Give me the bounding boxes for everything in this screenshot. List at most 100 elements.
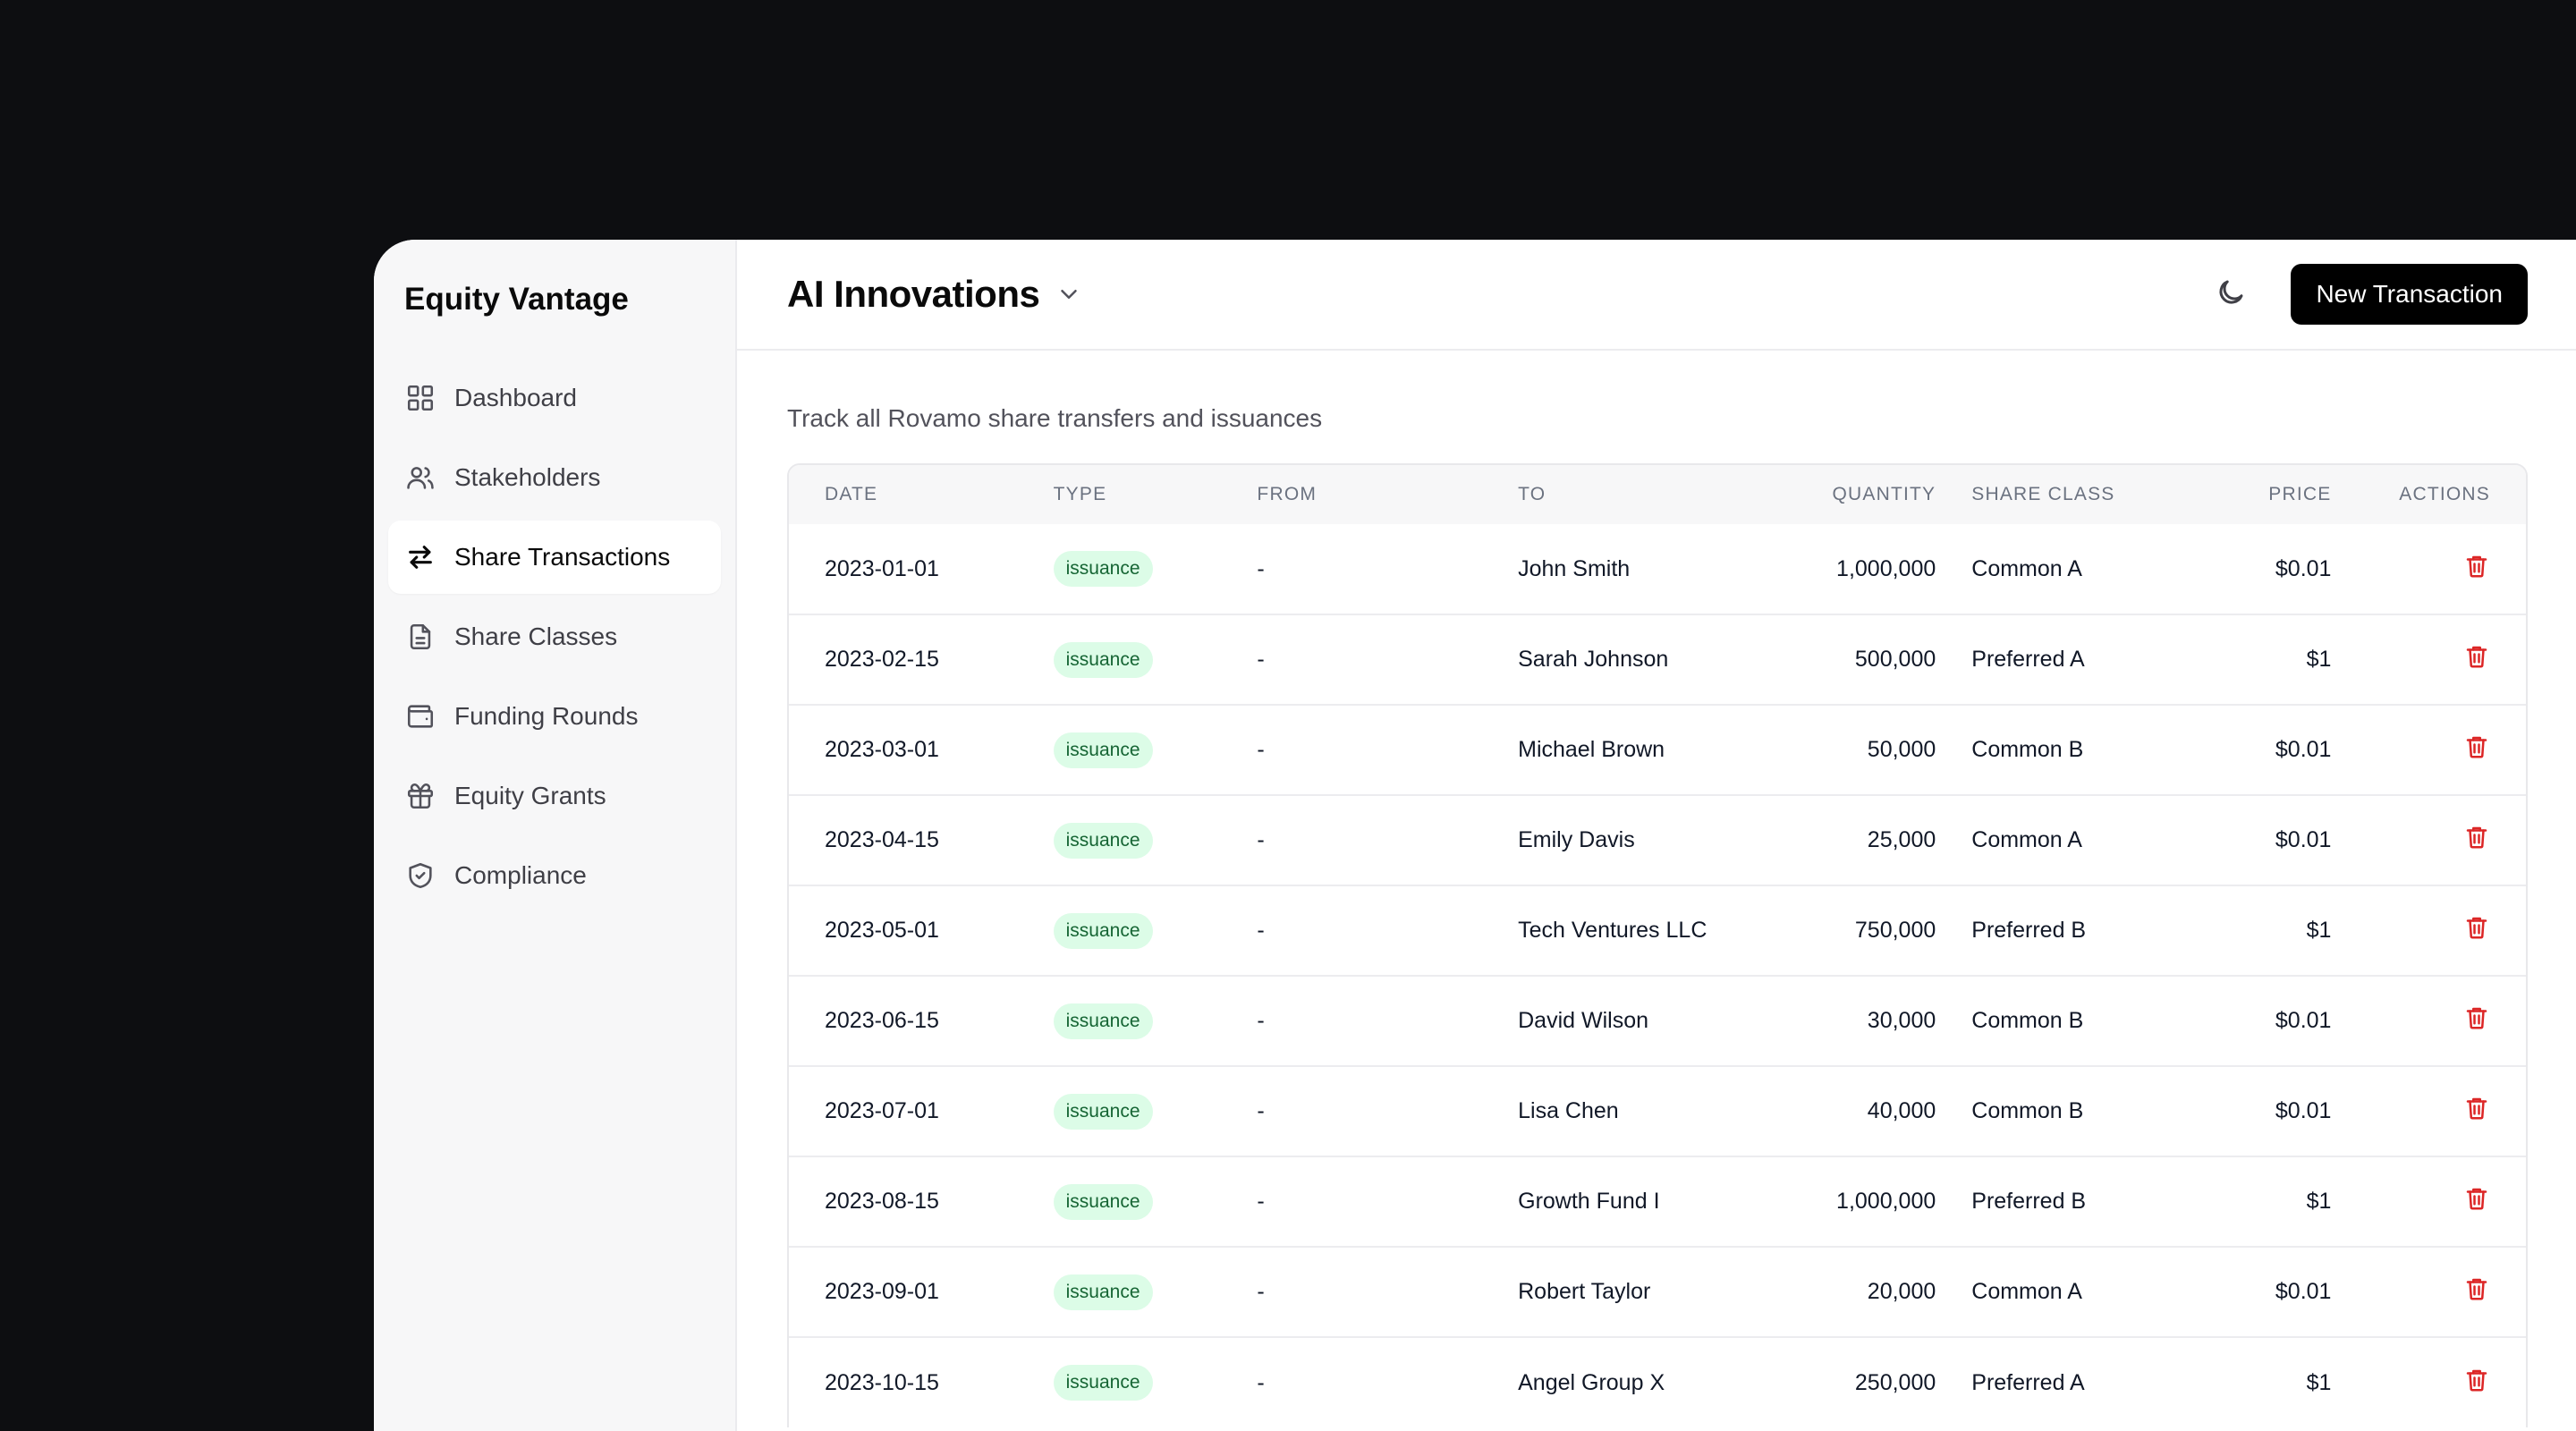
wallet-icon: [404, 700, 436, 732]
column-header-date[interactable]: DATE: [825, 484, 878, 504]
cell-quantity: 250,000: [1758, 1336, 1936, 1427]
cell-share-class: Common B: [1936, 704, 2157, 795]
sidebar-item-dashboard[interactable]: Dashboard: [388, 361, 721, 435]
file-icon: [404, 621, 436, 653]
theme-toggle-button[interactable]: [2207, 270, 2255, 318]
cell-actions: [2331, 1065, 2526, 1156]
type-badge: issuance: [1053, 1003, 1153, 1039]
cell-date: 2023-09-01: [789, 1246, 1018, 1337]
cell-date: 2023-04-15: [789, 794, 1018, 885]
table-row[interactable]: 2023-03-01 issuance - Michael Brown 50,000 Co…: [789, 704, 2526, 795]
trash-icon[interactable]: [2463, 1275, 2490, 1308]
column-header-to[interactable]: TO: [1518, 484, 1546, 504]
type-badge: issuance: [1053, 1365, 1153, 1401]
trash-icon[interactable]: [2463, 914, 2490, 947]
sidebar-item-label: Compliance: [454, 861, 587, 889]
company-selector[interactable]: AI Innovations: [787, 273, 1082, 316]
arrows-swap-icon: [404, 541, 436, 573]
cell-date: 2023-08-15: [789, 1156, 1018, 1247]
company-name: AI Innovations: [787, 273, 1040, 315]
sidebar-item-share-classes[interactable]: Share Classes: [388, 600, 721, 673]
cell-from: -: [1221, 1156, 1483, 1247]
chevron-down-icon: [1055, 281, 1082, 308]
cell-to: Growth Fund I: [1482, 1156, 1759, 1247]
sidebar-item-equity-grants[interactable]: Equity Grants: [388, 759, 721, 833]
trash-icon[interactable]: [2463, 643, 2490, 676]
sidebar-item-label: Stakeholders: [454, 463, 601, 491]
cell-share-class: Common B: [1936, 975, 2157, 1066]
sidebar: Equity Vantage Dashboard Stakeholders Sh…: [374, 240, 737, 1431]
cell-quantity: 1,000,000: [1758, 1156, 1936, 1247]
table-row[interactable]: 2023-05-01 issuance - Tech Ventures LLC 750,…: [789, 885, 2526, 976]
sidebar-item-share-transactions[interactable]: Share Transactions: [388, 521, 721, 594]
cell-actions: [2331, 704, 2526, 795]
trash-icon[interactable]: [2463, 824, 2490, 857]
trash-icon[interactable]: [2463, 1367, 2490, 1400]
sidebar-item-stakeholders[interactable]: Stakeholders: [388, 441, 721, 514]
trash-icon[interactable]: [2463, 1004, 2490, 1037]
type-badge: issuance: [1053, 912, 1153, 949]
sidebar-item-label: Dashboard: [454, 384, 577, 411]
cell-actions: [2331, 524, 2526, 614]
column-header-share-class[interactable]: SHARE CLASS: [1971, 484, 2115, 504]
cell-actions: [2331, 794, 2526, 885]
cell-from: -: [1221, 1065, 1483, 1156]
cell-price: $0.01: [2156, 1065, 2332, 1156]
cell-from: -: [1221, 1246, 1483, 1337]
cell-type: issuance: [1018, 524, 1222, 614]
cell-price: $1: [2156, 614, 2332, 705]
table-row[interactable]: 2023-09-01 issuance - Robert Taylor 20,000 Co…: [789, 1246, 2526, 1337]
cell-quantity: 20,000: [1758, 1246, 1936, 1337]
table-row[interactable]: 2023-06-15 issuance - David Wilson 30,000 Com…: [789, 975, 2526, 1066]
table-row[interactable]: 2023-04-15 issuance - Emily Davis 25,000 Comm…: [789, 794, 2526, 885]
table-row[interactable]: 2023-10-15 issuance - Angel Group X 250,000 P…: [789, 1336, 2526, 1427]
cell-share-class: Common A: [1971, 555, 2082, 581]
cell-type: issuance: [1017, 704, 1222, 795]
trash-icon[interactable]: [2463, 553, 2490, 586]
moon-icon: [2215, 276, 2247, 313]
trash-icon[interactable]: [2463, 733, 2490, 766]
trash-icon[interactable]: [2463, 1185, 2490, 1218]
cell-quantity: 500,000: [1758, 614, 1936, 705]
cell-quantity: 50,000: [1758, 704, 1936, 795]
table-body: 2023-01-01 issuance - John Smith 1,000,000 Co…: [789, 524, 2526, 1427]
grid-icon: [404, 382, 436, 414]
cell-to: Angel Group X: [1482, 1336, 1759, 1427]
table-row[interactable]: 2023-07-01 issuance - Lisa Chen 40,000 Common…: [789, 1065, 2526, 1156]
cell-share-class: Common A: [1936, 794, 2157, 885]
column-header-type[interactable]: TYPE: [1053, 484, 1107, 504]
cell-from: -: [1221, 614, 1483, 705]
column-header-quantity[interactable]: QUANTITY: [1832, 484, 1936, 504]
sidebar-item-label: Share Classes: [454, 622, 618, 650]
table-row[interactable]: 2023-08-15 issuance - Growth Fund I 1,000,00…: [789, 1156, 2526, 1247]
sidebar-item-funding-rounds[interactable]: Funding Rounds: [388, 680, 721, 753]
main-area: AI Innovations New Transaction Track all…: [737, 240, 2576, 1431]
cell-to: John Smith: [1518, 555, 1631, 581]
trash-icon[interactable]: [2463, 1095, 2490, 1128]
column-header-actions: ACTIONS: [2399, 484, 2490, 504]
type-badge: issuance: [1053, 641, 1153, 678]
column-header-price[interactable]: PRICE: [2268, 484, 2332, 504]
cell-share-class: Common B: [1936, 1065, 2157, 1156]
type-badge: issuance: [1053, 1274, 1153, 1310]
new-transaction-button[interactable]: New Transaction: [2291, 264, 2528, 325]
cell-actions: [2331, 614, 2526, 705]
column-header-from[interactable]: FROM: [1257, 484, 1318, 504]
cell-to: David Wilson: [1482, 975, 1759, 1066]
type-badge: issuance: [1053, 551, 1153, 587]
cell-type: issuance: [1017, 1246, 1222, 1337]
cell-to: Robert Taylor: [1482, 1246, 1759, 1337]
cell-to: Emily Davis: [1482, 794, 1759, 885]
table-row[interactable]: 2023-02-15 issuance - Sarah Johnson 500,000 P…: [789, 614, 2526, 705]
cell-date: 2023-10-15: [789, 1336, 1018, 1427]
cell-share-class: Preferred B: [1936, 1156, 2157, 1247]
type-badge: issuance: [1053, 1183, 1153, 1220]
cell-from: -: [1221, 885, 1483, 976]
type-badge: issuance: [1053, 1093, 1153, 1130]
cell-from: -: [1221, 794, 1483, 885]
cell-type: issuance: [1017, 1156, 1222, 1247]
cell-actions: [2331, 1246, 2526, 1337]
table-row[interactable]: 2023-01-01 issuance - John Smith 1,000,000 Co…: [789, 524, 2526, 614]
cell-from: -: [1257, 555, 1265, 581]
sidebar-item-compliance[interactable]: Compliance: [388, 839, 721, 912]
